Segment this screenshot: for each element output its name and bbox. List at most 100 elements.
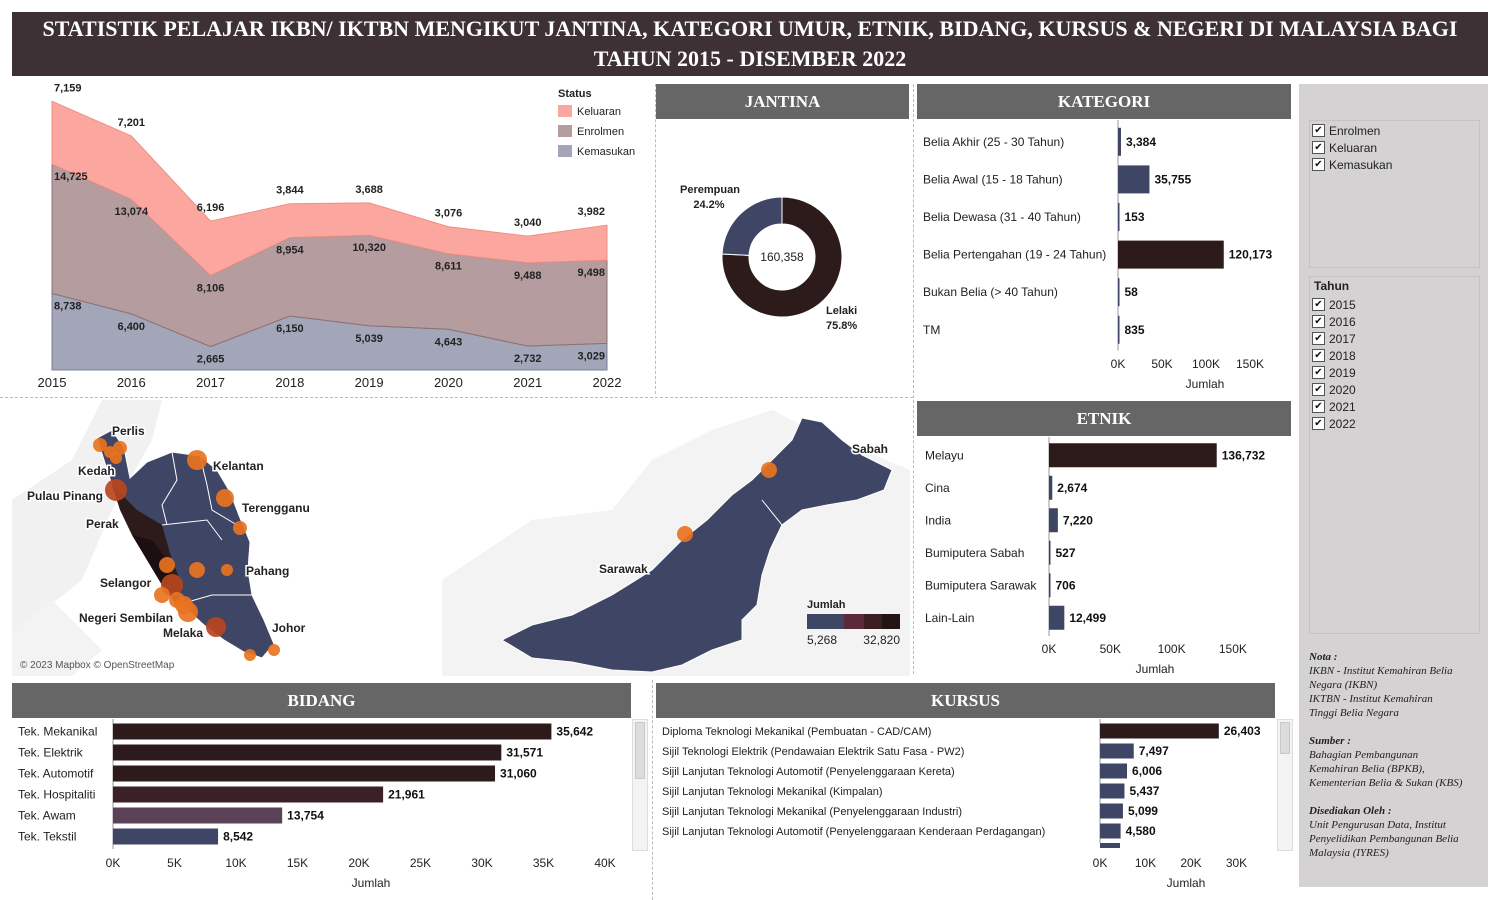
legend-swatch-enrolmen[interactable] [558, 125, 572, 137]
bar-belia-pertengahan-19-24-tahun[interactable] [1118, 240, 1224, 269]
bar-tek-mekanikal[interactable] [113, 723, 552, 740]
tahun-option-2019[interactable]: ✔ 2019 [1312, 364, 1477, 381]
bar-bumiputera-sarawak[interactable] [1049, 573, 1051, 598]
map-location-dot[interactable] [216, 489, 234, 507]
legend-item-kemasukan[interactable]: Kemasukan [577, 146, 635, 158]
map-location-dot[interactable] [244, 649, 256, 661]
status-option-enrolmen[interactable]: ✔ Enrolmen [1312, 122, 1477, 139]
map-location-dot[interactable] [761, 462, 777, 478]
map-location-dot[interactable] [206, 617, 226, 637]
tahun-option-2015[interactable]: ✔ 2015 [1312, 296, 1477, 313]
checkbox-icon[interactable]: ✔ [1312, 124, 1325, 137]
x-tick-0k: 0K [1111, 357, 1126, 371]
checkbox-icon[interactable]: ✔ [1312, 298, 1325, 311]
bar-cina[interactable] [1049, 475, 1053, 500]
legend-item-enrolmen[interactable]: Enrolmen [577, 126, 624, 138]
checkbox-icon[interactable]: ✔ [1312, 158, 1325, 171]
category-label-tek-elektrik: Tek. Elektrik [18, 746, 84, 760]
map-legend-ramp [844, 614, 864, 629]
map-location-dot[interactable] [677, 526, 693, 542]
state-border [161, 519, 223, 541]
map-location-dot[interactable] [233, 521, 247, 535]
bar-belia-akhir-25-30-tahun[interactable] [1118, 127, 1121, 156]
bar-tek-tekstil[interactable] [113, 828, 219, 845]
tahun-option-2016[interactable]: ✔ 2016 [1312, 313, 1477, 330]
map-location-dot[interactable] [187, 450, 207, 470]
map-location-dot[interactable] [110, 452, 122, 464]
donut-slice-perempuan[interactable] [721, 196, 783, 256]
checkbox-icon[interactable]: ✔ [1312, 400, 1325, 413]
map-label-perlis: Perlis [112, 424, 145, 438]
bar-tek-automotif[interactable] [113, 765, 496, 782]
data-label-enrolmen-2021: 9,488 [514, 270, 542, 282]
bar-lain-lain[interactable] [1049, 605, 1065, 630]
x-tick-10k: 10K [1135, 856, 1156, 870]
map-location-dot[interactable] [268, 644, 280, 656]
map-location-dot[interactable] [178, 602, 198, 622]
map-location-dot[interactable] [189, 562, 205, 578]
map-attribution[interactable]: © 2023 Mapbox © OpenStreetMap [20, 660, 175, 671]
bar-tm[interactable] [1118, 315, 1120, 344]
bar-bukan-belia-40-tahun[interactable] [1118, 278, 1120, 307]
bar-sijil-lanjutan-teknologi-automotif-penye[interactable] [1100, 763, 1128, 779]
jantina-header: JANTINA [656, 84, 909, 119]
legend-swatch-kemasukan[interactable] [558, 145, 572, 157]
tahun-option-2022[interactable]: ✔ 2022 [1312, 415, 1477, 432]
data-label-enrolmen-2017: 8,106 [197, 282, 225, 294]
nota-line: Negara (IKBN) [1309, 679, 1378, 691]
bar-sijil-lanjutan-teknologi-mekanikal-kimpa[interactable] [1100, 783, 1125, 799]
bar-melayu[interactable] [1049, 443, 1217, 468]
bar-belia-dewasa-31-40-tahun[interactable] [1118, 203, 1120, 231]
status-option-kemasukan[interactable]: ✔ Kemasukan [1312, 156, 1477, 173]
value-label-sijil-lanjutan-teknologi-automotif-penye: 6,006 [1132, 764, 1162, 778]
donut-label-perempuan: Perempuan [680, 184, 740, 196]
negeri-map[interactable]: Perlis Kedah Pulau Pinang Perak Kelantan Tere… [12, 400, 910, 676]
map-label-pulau-pinang: Pulau Pinang [27, 489, 103, 503]
bar-belia-awal-15-18-tahun[interactable] [1118, 165, 1150, 194]
tahun-filter: Tahun ✔ 2015 ✔ 2016 ✔ 2017 ✔ 2018 ✔ 2019 ✔ 2020 ✔ 202… [1309, 276, 1480, 634]
legend-swatch-keluaran[interactable] [558, 105, 572, 117]
tahun-option-label: 2019 [1329, 365, 1356, 380]
map-location-dot[interactable] [105, 479, 127, 501]
area-keluaran[interactable] [51, 100, 608, 277]
tahun-option-2018[interactable]: ✔ 2018 [1312, 347, 1477, 364]
nota-line: Tinggi Belia Negara [1309, 707, 1399, 719]
map-legend-title: Jumlah [807, 599, 846, 611]
bar-tek-hospitaliti[interactable] [113, 786, 384, 803]
checkbox-icon[interactable]: ✔ [1312, 332, 1325, 345]
kursus-scrollbar[interactable] [1277, 719, 1293, 851]
map-location-dot[interactable] [159, 557, 175, 573]
bar-sijil-lanjutan-teknologi-automotif-penye[interactable] [1100, 823, 1121, 839]
tahun-option-2017[interactable]: ✔ 2017 [1312, 330, 1477, 347]
kursus-scrollbar-thumb[interactable] [1280, 722, 1290, 754]
bar-india[interactable] [1049, 508, 1058, 533]
checkbox-icon[interactable]: ✔ [1312, 349, 1325, 362]
donut-slice-lelaki[interactable] [721, 196, 843, 318]
divider [652, 680, 653, 900]
data-label-kemasukan-2018: 6,150 [276, 323, 304, 335]
x-tick-0k: 0K [1093, 856, 1108, 870]
map-location-dot[interactable] [93, 438, 107, 452]
checkbox-icon[interactable]: ✔ [1312, 366, 1325, 379]
map-location-dot[interactable] [154, 587, 170, 603]
status-option-keluaran[interactable]: ✔ Keluaran [1312, 139, 1477, 156]
bidang-scrollbar[interactable] [632, 719, 648, 851]
checkbox-icon[interactable]: ✔ [1312, 383, 1325, 396]
map-location-dot[interactable] [221, 564, 233, 576]
bar-diploma-teknologi-mekanikal-pembuatan-ca[interactable] [1100, 723, 1219, 739]
bar-tek-elektrik[interactable] [113, 744, 502, 761]
bar-sijil-teknologi-elektrik-pendawaian-elek[interactable] [1100, 743, 1134, 759]
bar-sijil-lanjutan-teknologi-mekanikal-penye[interactable] [1100, 803, 1123, 819]
map-location-dot[interactable] [113, 441, 127, 455]
tahun-option-2020[interactable]: ✔ 2020 [1312, 381, 1477, 398]
tahun-option-2021[interactable]: ✔ 2021 [1312, 398, 1477, 415]
checkbox-icon[interactable]: ✔ [1312, 315, 1325, 328]
bidang-scrollbar-thumb[interactable] [635, 722, 645, 779]
bar-bumiputera-sabah[interactable] [1049, 540, 1051, 565]
bar-tek-awam[interactable] [113, 807, 283, 824]
legend-item-keluaran[interactable]: Keluaran [577, 106, 621, 118]
checkbox-icon[interactable]: ✔ [1312, 141, 1325, 154]
x-axis-label: Jumlah [352, 876, 391, 890]
checkbox-icon[interactable]: ✔ [1312, 417, 1325, 430]
map-label-negeri-sembilan: Negeri Sembilan [79, 611, 173, 625]
